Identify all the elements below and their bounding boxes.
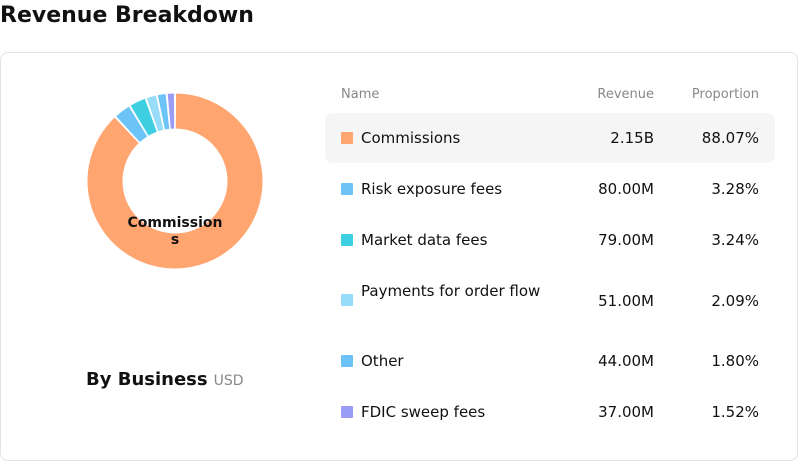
legend-swatch [341,406,353,418]
row-revenue: 51.00M [598,291,654,310]
row-name: FDIC sweep fees [361,402,486,421]
row-proportion: 3.24% [711,230,759,249]
donut-slice-market-data-fees[interactable] [129,97,159,138]
row-revenue: 37.00M [598,402,654,421]
legend-swatch [341,294,353,306]
row-revenue: 79.00M [598,230,654,249]
legend-swatch [341,355,353,367]
row-name: Market data fees [361,230,488,249]
donut-slice-payments-for-order-flow[interactable] [145,94,165,133]
donut-chart[interactable] [80,86,270,276]
row-name: Other [361,351,404,370]
donut-center-label: Commissions [127,215,223,248]
revenue-card [0,52,798,461]
row-proportion: 1.80% [711,351,759,370]
row-name: Risk exposure fees [361,179,503,198]
row-proportion: 3.28% [711,179,759,198]
table-row[interactable]: Other 44.00M 1.80% [325,336,775,386]
row-revenue: 2.15B [610,128,654,147]
row-revenue: 44.00M [598,351,654,370]
table-row[interactable]: Risk exposure fees 80.00M 3.28% [325,164,775,214]
donut-slice-fdic-sweep-fees[interactable] [166,92,176,130]
column-header-revenue[interactable]: Revenue [597,87,654,102]
row-proportion: 2.09% [711,291,759,310]
table-row[interactable]: Market data fees 79.00M 3.24% [325,215,775,265]
column-header-proportion[interactable]: Proportion [691,87,759,102]
donut-slice-commissions[interactable] [86,92,264,270]
donut-slice-risk-exposure-fees[interactable] [114,105,149,144]
row-revenue: 80.00M [598,179,654,198]
row-proportion: 88.07% [701,128,759,147]
table-row[interactable]: Payments for order flow 51.00M 2.09% [325,266,775,336]
legend-swatch [341,132,353,144]
legend-swatch [341,234,353,246]
table-row[interactable]: FDIC sweep fees 37.00M 1.52% [325,387,775,437]
column-header-name[interactable]: Name [341,87,380,102]
table-header: Name Revenue Proportion [325,84,775,106]
row-name: Commissions [361,128,461,147]
legend-swatch [341,183,353,195]
donut-subtitle-text: By Business [86,369,208,390]
row-name: Payments for order flow [361,282,541,300]
page-title: Revenue Breakdown [0,3,254,28]
table-row[interactable]: Commissions 2.15B 88.07% [325,113,775,163]
row-proportion: 1.52% [711,402,759,421]
currency-label: USD [213,373,244,389]
donut-subtitle: By Business USD [86,367,244,393]
donut-slice-other[interactable] [156,92,171,131]
